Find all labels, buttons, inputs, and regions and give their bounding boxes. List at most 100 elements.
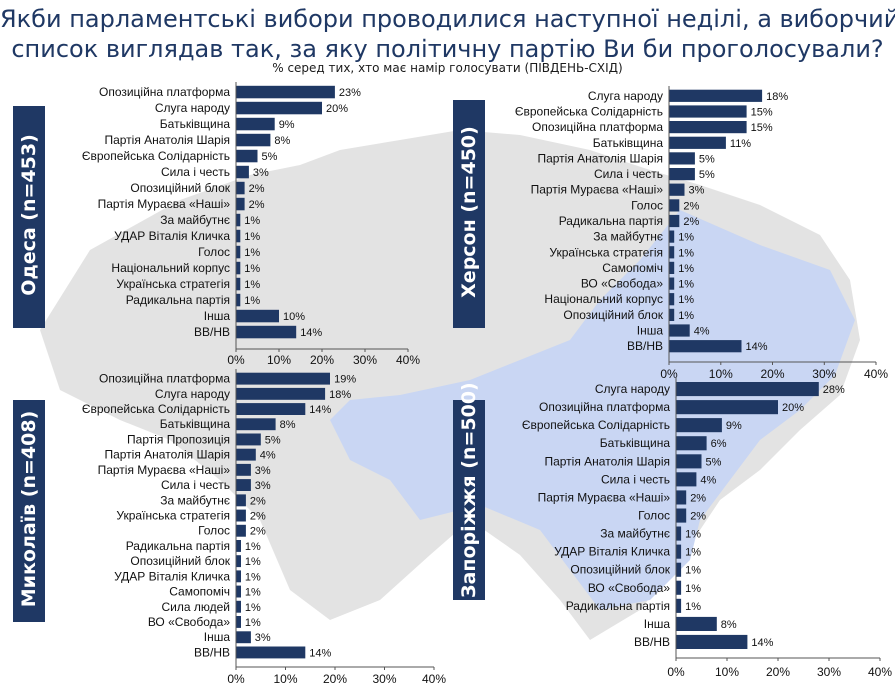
value-label: 1%: [685, 547, 701, 559]
category-label: УДАР Віталія Кличка: [114, 569, 230, 583]
category-label: За майбутнє: [600, 527, 670, 541]
category-label: ВВ/НВ: [634, 635, 670, 649]
value-label: 2%: [250, 526, 266, 538]
category-label: Партія Анатолія Шарія: [104, 448, 230, 462]
x-tick-label: 10%: [267, 353, 291, 367]
value-label: 18%: [329, 389, 351, 401]
value-label: 1%: [244, 263, 260, 275]
bar: [669, 136, 726, 149]
bar: [236, 165, 249, 179]
category-label: Сила і честь: [161, 165, 230, 179]
value-label: 2%: [690, 511, 706, 523]
bar: [236, 213, 241, 227]
category-label: Європейська Солідарність: [515, 105, 663, 119]
category-label: Радикальна партія: [126, 293, 230, 307]
value-label: 15%: [751, 107, 773, 119]
value-label: 5%: [699, 169, 715, 181]
x-tick-label: 10%: [715, 665, 739, 679]
value-label: 5%: [262, 151, 278, 163]
category-label: Інша: [204, 630, 231, 644]
bar: [669, 183, 685, 196]
bar: [676, 598, 682, 613]
bar: [669, 261, 675, 274]
category-label: Батьківщина: [160, 117, 231, 131]
value-label: 5%: [699, 153, 715, 165]
bar: [236, 117, 275, 131]
category-label: Інша: [204, 309, 231, 323]
value-label: 6%: [711, 438, 727, 450]
category-label: Інша: [637, 324, 664, 338]
category-label: Слуга народу: [595, 382, 670, 396]
value-label: 20%: [782, 402, 804, 414]
category-label: ВО «Свобода»: [588, 581, 670, 595]
category-label: Голос: [198, 524, 230, 538]
value-label: 4%: [700, 474, 716, 486]
bar: [236, 418, 276, 431]
value-label: 14%: [309, 404, 331, 416]
value-label: 1%: [685, 529, 701, 541]
value-label: 1%: [685, 601, 701, 613]
category-label: Партія Анатолія Шарія: [104, 133, 230, 147]
value-label: 9%: [279, 119, 295, 131]
bar: [676, 436, 707, 451]
category-label: Батьківщина: [600, 436, 671, 450]
bar: [236, 433, 261, 446]
x-tick-label: 0%: [660, 367, 678, 381]
bar: [669, 230, 675, 243]
x-tick-label: 40%: [868, 665, 892, 679]
bar: [236, 85, 335, 99]
bar: [676, 616, 717, 631]
category-label: Слуга народу: [155, 387, 230, 401]
category-label: Радикальна партія: [126, 539, 230, 553]
bar: [236, 245, 241, 259]
value-label: 3%: [689, 185, 705, 197]
x-tick-label: 40%: [422, 672, 446, 683]
page-subtitle: % серед тих, хто має намір голосувати (П…: [272, 61, 623, 75]
category-label: Сила і честь: [594, 167, 663, 181]
value-label: 2%: [690, 492, 706, 504]
value-label: 15%: [751, 122, 773, 134]
bar: [676, 454, 702, 469]
bar: [676, 580, 682, 595]
bar: [236, 309, 279, 323]
category-label: За майбутнє: [160, 213, 230, 227]
category-label: Європейська Солідарність: [522, 418, 670, 432]
value-label: 1%: [245, 617, 261, 629]
region-label-odesa-box: Одеса (n=453): [13, 106, 45, 328]
value-label: 19%: [334, 374, 356, 386]
bar: [676, 472, 697, 487]
category-label: Європейська Солідарність: [82, 149, 230, 163]
value-label: 1%: [244, 279, 260, 291]
value-label: 2%: [683, 216, 699, 228]
value-label: 8%: [274, 135, 290, 147]
value-label: 1%: [678, 294, 694, 306]
category-label: УДАР Віталія Кличка: [114, 229, 230, 243]
value-label: 9%: [726, 420, 742, 432]
category-label: Опозиційна платформа: [99, 372, 230, 386]
category-label: Сила і честь: [601, 472, 670, 486]
region-label-mykolaiv-box: Миколаїв (n=408): [13, 400, 45, 622]
page-title-line-2: список виглядав так, за яку політичну па…: [11, 35, 884, 63]
value-label: 2%: [249, 183, 265, 195]
bar: [236, 149, 258, 163]
value-label: 1%: [245, 571, 261, 583]
bar: [676, 400, 778, 415]
x-tick-label: 30%: [353, 353, 377, 367]
value-label: 8%: [280, 419, 296, 431]
x-tick-label: 40%: [396, 353, 420, 367]
x-tick-label: 20%: [760, 367, 784, 381]
value-label: 1%: [244, 231, 260, 243]
category-label: Слуга народу: [588, 89, 663, 103]
value-label: 10%: [283, 311, 305, 323]
category-label: ВВ/НВ: [194, 645, 230, 659]
bar: [236, 585, 241, 598]
category-label: Радикальна партія: [566, 599, 670, 613]
page-title-line-1: Якби парламентські вибори проводилися на…: [0, 5, 895, 33]
value-label: 3%: [255, 465, 271, 477]
value-label: 2%: [249, 199, 265, 211]
value-label: 1%: [685, 583, 701, 595]
category-label: Голос: [631, 198, 663, 212]
category-label: Сила і честь: [161, 478, 230, 492]
value-label: 3%: [255, 480, 271, 492]
